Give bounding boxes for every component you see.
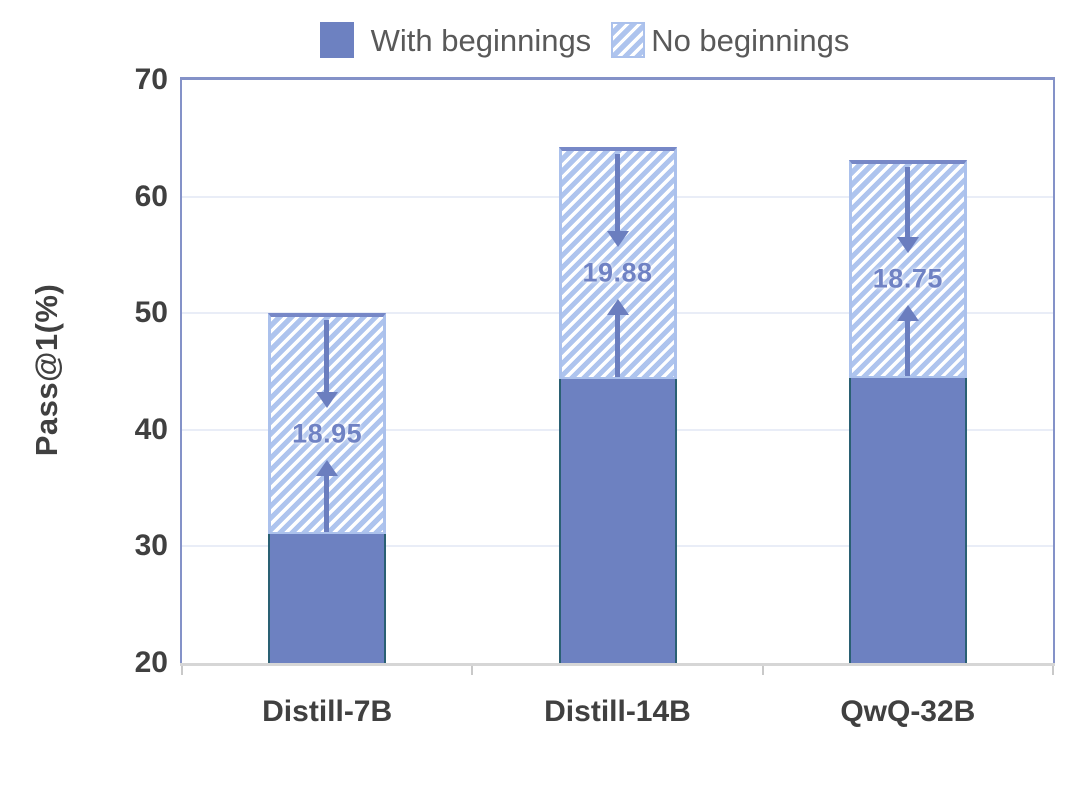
arrow-up-icon (316, 459, 339, 476)
plot-border-right (1053, 77, 1055, 666)
y-tick-label: 70 (134, 63, 168, 96)
arrow-down-icon (896, 237, 919, 254)
gap-label-distill-7b: 18.95 (292, 418, 363, 449)
arrow-down-icon (316, 391, 339, 408)
y-tick-label: 60 (134, 179, 168, 213)
plot-border-top (180, 77, 1055, 80)
legend-item-with-beginnings: With beginnings (319, 22, 592, 58)
x-category-label-qwq-32b: QwQ-32B (840, 695, 976, 728)
y-tick-label: 30 (134, 529, 168, 563)
bar-with-beginnings-distill-14b (558, 378, 677, 663)
x-axis-tick (471, 666, 474, 675)
bar-with-beginnings-distill-7b (268, 534, 387, 663)
gap-arrow-shaft (324, 320, 330, 392)
y-tick-label: 40 (134, 412, 168, 446)
gap-arrow-shaft (614, 154, 620, 231)
gap-arrow-shaft (324, 475, 330, 533)
x-axis-tick (761, 666, 764, 675)
gap-arrow-shaft (904, 321, 910, 377)
gap-label-distill-14b: 19.88 (582, 257, 653, 288)
hatched-swatch-icon (611, 22, 646, 58)
plot-area: 18.95 Distill-7B 19.88 Distill-14B 18.75 QwQ-… (180, 77, 1055, 728)
legend: With beginnings No beginnings (45, 18, 1079, 62)
legend-label-no-beginnings: No beginnings (651, 22, 850, 58)
legend-label-with-beginnings: With beginnings (370, 22, 592, 58)
arrow-down-icon (606, 230, 629, 247)
gap-arrow-shaft (614, 314, 620, 377)
gap-arrow-shaft (904, 166, 910, 238)
arrow-up-icon (896, 305, 919, 322)
x-axis-line (180, 663, 1055, 666)
x-category-label-distill-7b: Distill-7B (262, 695, 393, 728)
solid-swatch-icon (319, 22, 354, 58)
arrow-up-icon (606, 298, 629, 315)
y-axis: 20 30 40 50 60 70 (0, 63, 170, 679)
legend-item-no-beginnings: No beginnings (611, 22, 849, 58)
x-category-label-distill-14b: Distill-14B (544, 695, 691, 728)
bar-with-beginnings-qwq-32b (848, 378, 967, 663)
y-tick-label: 20 (134, 646, 168, 679)
x-axis-tick (1052, 666, 1054, 675)
gap-label-qwq-32b: 18.75 (872, 263, 943, 294)
x-axis-tick (181, 666, 183, 675)
plot-border-left (180, 77, 182, 666)
y-tick-label: 50 (134, 296, 168, 330)
